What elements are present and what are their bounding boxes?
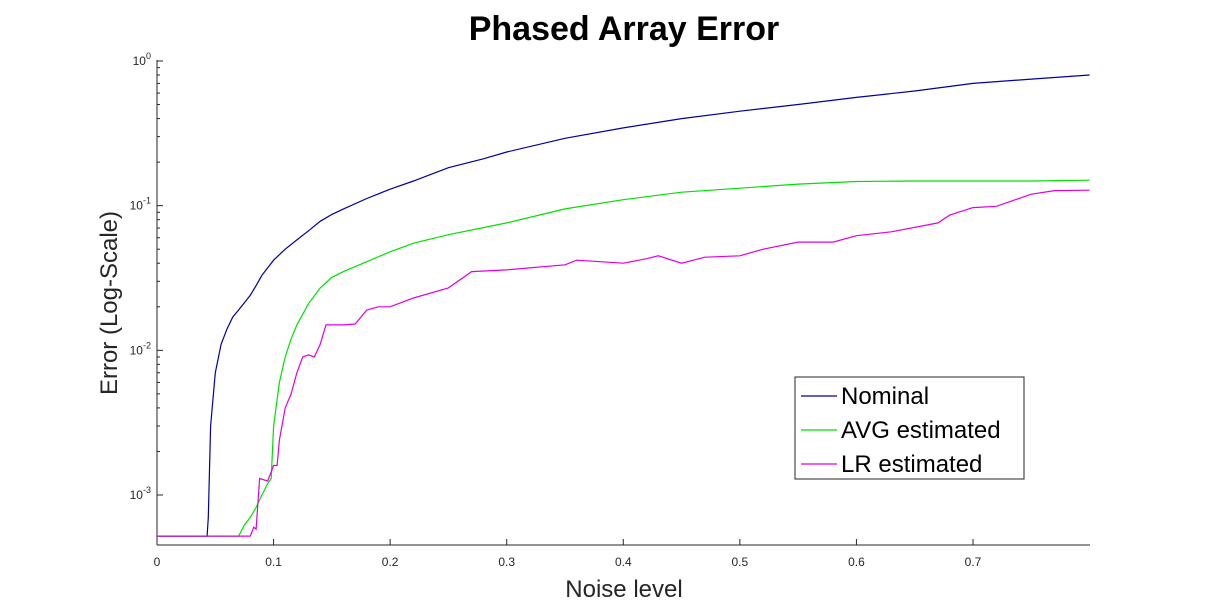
y-tick-label: 100 [133,51,151,68]
series-line-nominal [157,74,1090,537]
y-tick-exponent: -3 [143,485,151,495]
legend-box [794,376,1025,480]
y-tick-label: 10-2 [130,340,151,357]
y-tick-label: 10-1 [130,196,151,213]
legend-label: Nominal [841,383,929,410]
x-tick-label: 0.4 [615,555,632,569]
legend-label: LR estimated [841,451,982,478]
y-tick-base: 10 [130,488,144,502]
x-tick-label: 0.5 [732,555,749,569]
y-tick-label: 10-3 [130,485,151,502]
y-tick-exponent: 0 [146,51,151,61]
legend-label: AVG estimated [841,417,1001,444]
series-line-avg-estimated [157,179,1090,537]
x-tick-label: 0.1 [265,555,282,569]
legend: Nominal AVG estimated LR estimated [794,376,1025,480]
x-ticks: 0 0.1 0.2 0.3 0.4 0.5 0.6 0.7 [154,539,982,569]
x-tick-label: 0.2 [382,555,399,569]
y-tick-exponent: -1 [143,196,151,206]
y-tick-base: 10 [130,343,144,357]
x-tick-label: 0.6 [848,555,865,569]
x-tick-label: 0 [154,555,161,569]
y-tick-exponent: -2 [143,340,151,350]
chart-title: Phased Array Error [469,10,780,48]
x-tick-label: 0.7 [965,555,982,569]
x-tick-label: 0.3 [498,555,515,569]
series-line-lr-estimated [157,189,1090,537]
y-tick-base: 10 [133,54,147,68]
y-axis-label: Error (Log-Scale) [96,211,123,395]
x-axis-label: Noise level [565,576,682,603]
series-group [157,74,1090,537]
y-tick-base: 10 [130,199,144,213]
